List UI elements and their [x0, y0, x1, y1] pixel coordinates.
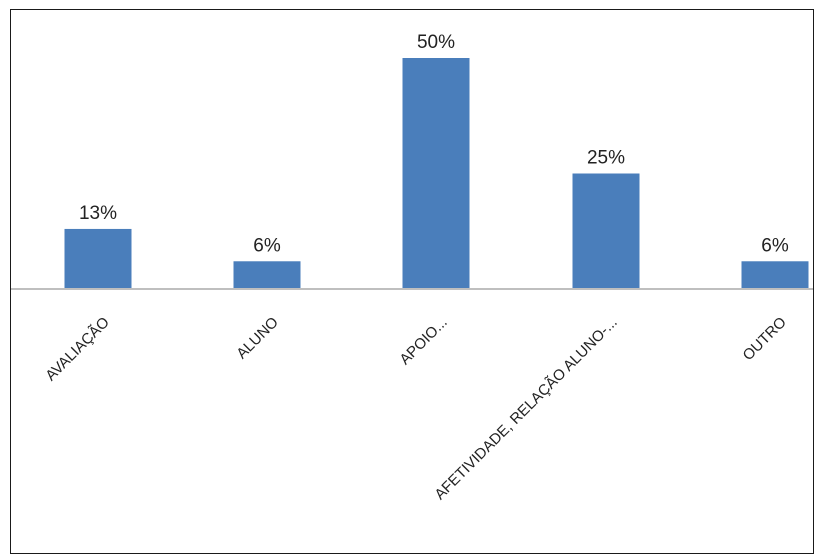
value-labels-layer: 13% 6% 50% 25% 6%: [79, 32, 789, 256]
data-label-4: 6%: [761, 235, 789, 256]
x-tick-label-4: OUTRO: [740, 314, 790, 364]
data-label-3: 25%: [587, 148, 625, 169]
chart-frame: 13% 6% 50% 25% 6% AVALIAÇÃO ALUNO APOIO... AFET…: [10, 9, 814, 554]
x-tick-label-2: APOIO...: [396, 314, 450, 368]
bar-2: [402, 58, 470, 289]
x-tick-label-3: AFETIVIDADE, RELAÇÃO ALUNO-...: [431, 314, 620, 503]
bar-1: [233, 261, 301, 289]
x-tick-label-1: ALUNO: [233, 314, 282, 363]
data-label-1: 6%: [253, 235, 281, 256]
x-tick-label-0: AVALIAÇÃO: [42, 314, 113, 385]
bar-chart: 13% 6% 50% 25% 6% AVALIAÇÃO ALUNO APOIO...AFET…: [11, 32, 813, 503]
bar-4: [741, 261, 809, 289]
data-label-2: 50%: [417, 32, 455, 53]
data-label-0: 13%: [79, 203, 117, 224]
bar-3: [572, 173, 640, 289]
bars-layer: [64, 58, 809, 289]
bar-0: [64, 228, 132, 289]
tick-labels-layer: AVALIAÇÃO ALUNO APOIO...AFETIVIDADE, RELAÇ…: [42, 314, 790, 503]
